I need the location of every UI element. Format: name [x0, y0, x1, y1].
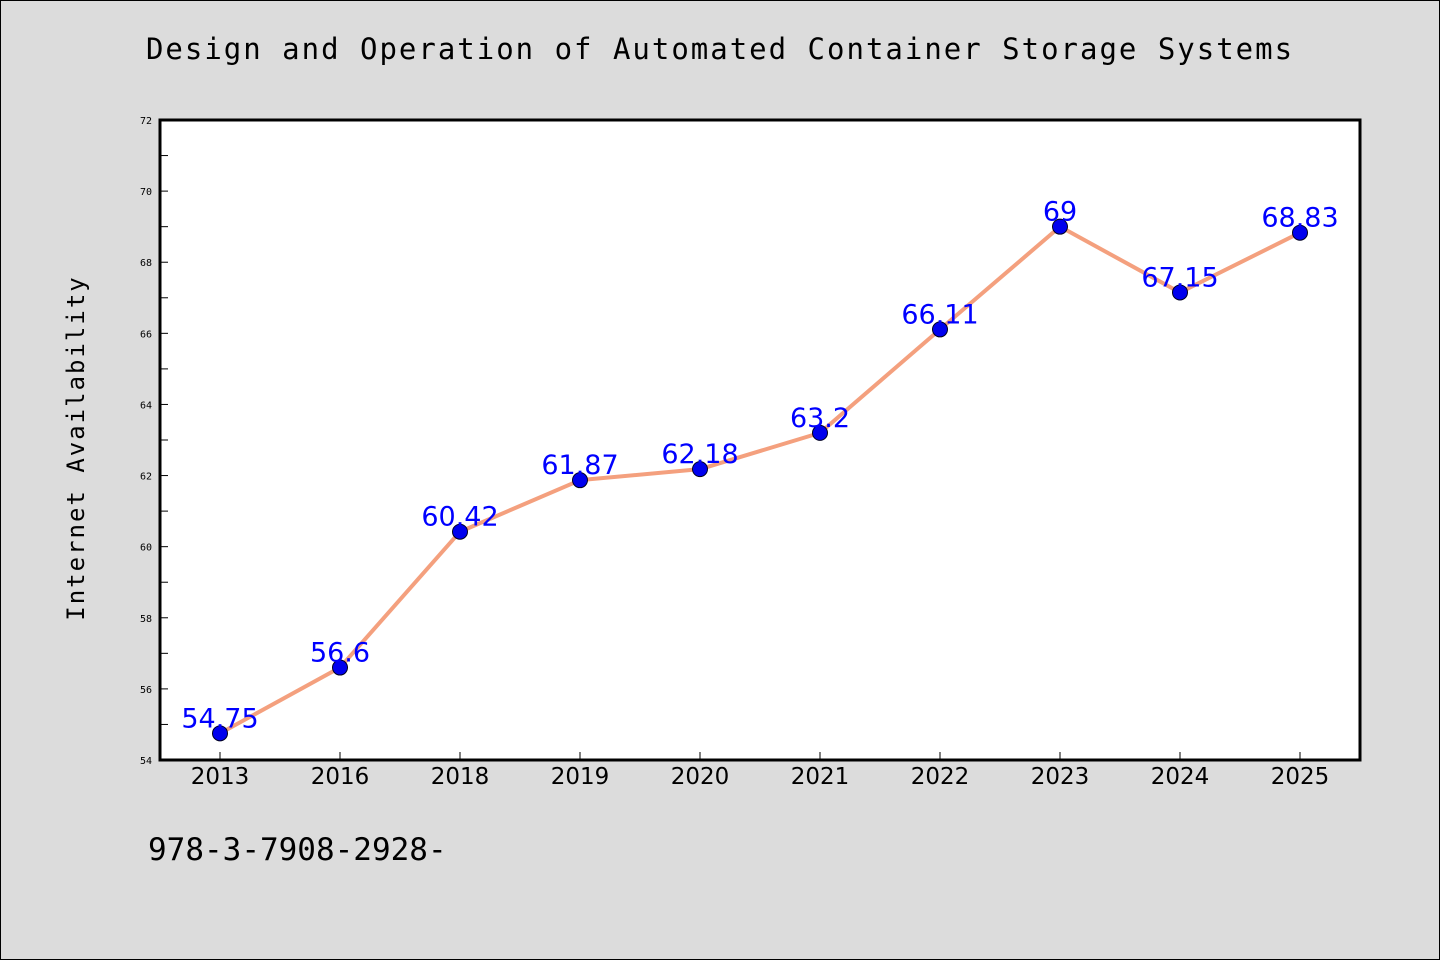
- data-point: [332, 659, 348, 676]
- data-point: [932, 321, 948, 338]
- data-label: 61.87: [541, 450, 618, 481]
- footnote-text: 978-3-7908-2928-: [148, 832, 447, 868]
- y-tick-label: 54: [140, 756, 152, 767]
- data-point: [812, 424, 828, 441]
- y-tick-label: 60: [140, 543, 152, 554]
- y-tick-label: 72: [140, 116, 152, 127]
- x-tick-label: 2013: [191, 764, 250, 790]
- data-point: [1052, 218, 1068, 235]
- x-tick-label: 2018: [431, 764, 490, 790]
- plot-area: [158, 118, 1362, 762]
- data-label: 66.11: [901, 299, 978, 330]
- data-label: 63.2: [790, 403, 850, 434]
- y-tick-label: 64: [140, 400, 152, 411]
- data-label: 54.75: [181, 703, 258, 734]
- data-label: 62.18: [661, 439, 738, 470]
- x-tick-label: 2022: [911, 764, 970, 790]
- y-tick-label: 68: [140, 258, 152, 269]
- y-tick-label: 70: [140, 187, 152, 198]
- data-point: [572, 472, 588, 489]
- y-tick-label: 56: [140, 685, 152, 696]
- x-tick-label: 2024: [1151, 764, 1210, 790]
- data-point: [692, 461, 708, 478]
- y-tick-label: 62: [140, 472, 152, 483]
- x-tick-label: 2020: [671, 764, 730, 790]
- chart-title: Design and Operation of Automated Contai…: [145, 32, 1295, 66]
- x-tick-label: 2019: [551, 764, 610, 790]
- y-tick-label: 58: [140, 614, 152, 625]
- y-tick-label: 66: [140, 329, 152, 340]
- y-axis-ticks: 54 56 58 60 62 64 66 68 70 72: [140, 116, 168, 767]
- data-labels: 54.75 56.6 60.42 61.87 62.18 63.2 66.11 69 67.15…: [181, 197, 1338, 735]
- data-label: 68.83: [1261, 203, 1338, 234]
- data-label: 56.6: [310, 638, 370, 669]
- data-point: [212, 725, 228, 742]
- x-tick-label: 2021: [791, 764, 850, 790]
- x-tick-label: 2023: [1031, 764, 1090, 790]
- series-line: [219, 224, 1301, 736]
- data-point: [1172, 284, 1188, 301]
- data-label: 67.15: [1141, 262, 1218, 293]
- data-label: 69: [1043, 197, 1077, 228]
- data-label: 60.42: [421, 502, 498, 533]
- x-tick-label: 2016: [311, 764, 370, 790]
- x-axis-ticks: 2013 2016 2018 2019 2020 2021 2022 2023 2024 2025: [191, 752, 1330, 790]
- series-markers: [212, 218, 1308, 742]
- data-point: [452, 523, 468, 540]
- data-point: [1292, 224, 1308, 241]
- x-tick-label: 2025: [1271, 764, 1330, 790]
